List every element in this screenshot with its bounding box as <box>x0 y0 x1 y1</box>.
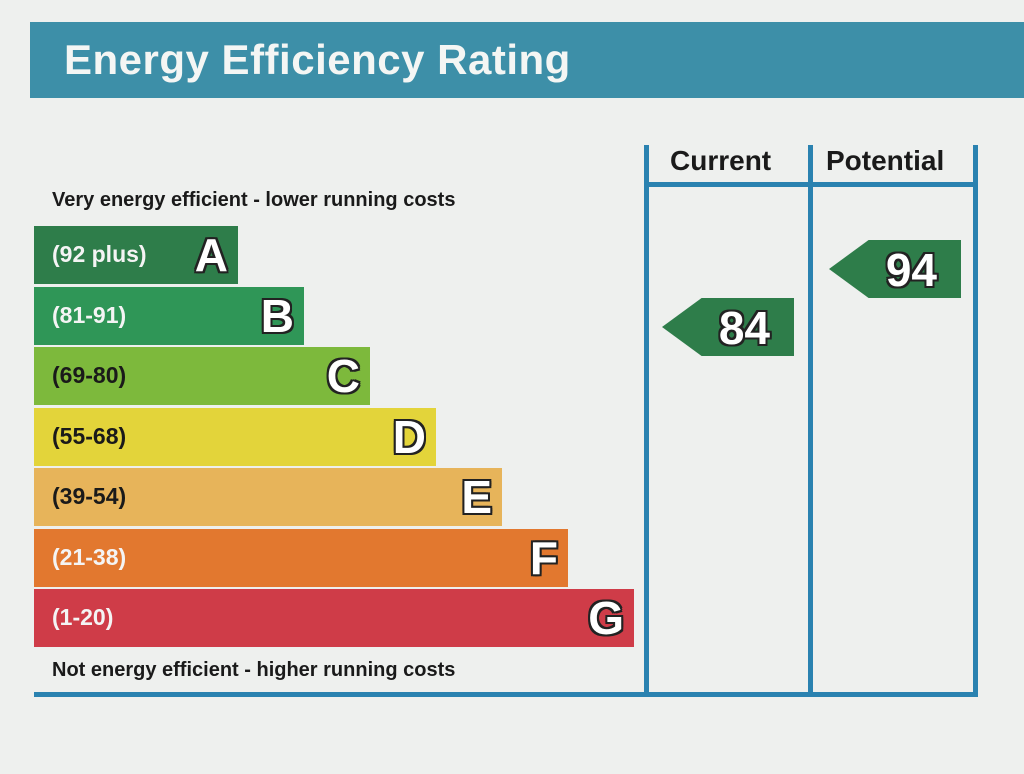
header-underline <box>644 182 978 187</box>
band-letter: E <box>461 471 492 523</box>
band-range-label: (39-54) <box>52 483 127 509</box>
frame-middle-line <box>808 145 813 695</box>
band-range-label: (21-38) <box>52 543 127 570</box>
potential-rating-arrow: 94 <box>829 240 961 298</box>
page-title: Energy Efficiency Rating <box>64 36 571 83</box>
band-letter: C <box>326 350 360 402</box>
band-letter: F <box>529 531 558 584</box>
column-header-potential: Potential <box>826 145 945 176</box>
band-e: (39-54) E <box>34 468 502 526</box>
header-banner: Energy Efficiency Rating <box>30 22 1024 98</box>
band-letter: B <box>260 289 294 342</box>
band-letter: D <box>392 410 426 463</box>
band-b: (81-91) B <box>34 286 304 345</box>
band-range-label: (81-91) <box>52 301 127 328</box>
band-g: (1-20) G <box>34 589 634 647</box>
frame-right-line <box>973 145 978 695</box>
band-c: (69-80) C <box>34 347 370 405</box>
current-rating-value: 84 <box>718 302 770 354</box>
band-a: (92 plus) A <box>34 226 238 284</box>
caption-not-efficient: Not energy efficient - higher running co… <box>52 659 456 681</box>
band-range-label: (1-20) <box>52 604 114 630</box>
band-letter: A <box>194 229 228 281</box>
potential-rating-value: 94 <box>885 244 937 296</box>
band-range-label: (55-68) <box>52 422 127 449</box>
caption-very-efficient: Very energy efficient - lower running co… <box>52 189 456 211</box>
band-range-label: (92 plus) <box>52 241 147 267</box>
frame-bottom-line <box>34 692 978 697</box>
band-range-label: (69-80) <box>52 362 127 388</box>
band-f: (21-38) F <box>34 528 568 587</box>
current-rating-arrow: 84 <box>662 298 794 356</box>
frame-left-line <box>644 145 649 695</box>
column-header-current: Current <box>670 145 772 176</box>
band-d: (55-68) D <box>34 407 436 466</box>
band-letter: G <box>588 592 624 644</box>
